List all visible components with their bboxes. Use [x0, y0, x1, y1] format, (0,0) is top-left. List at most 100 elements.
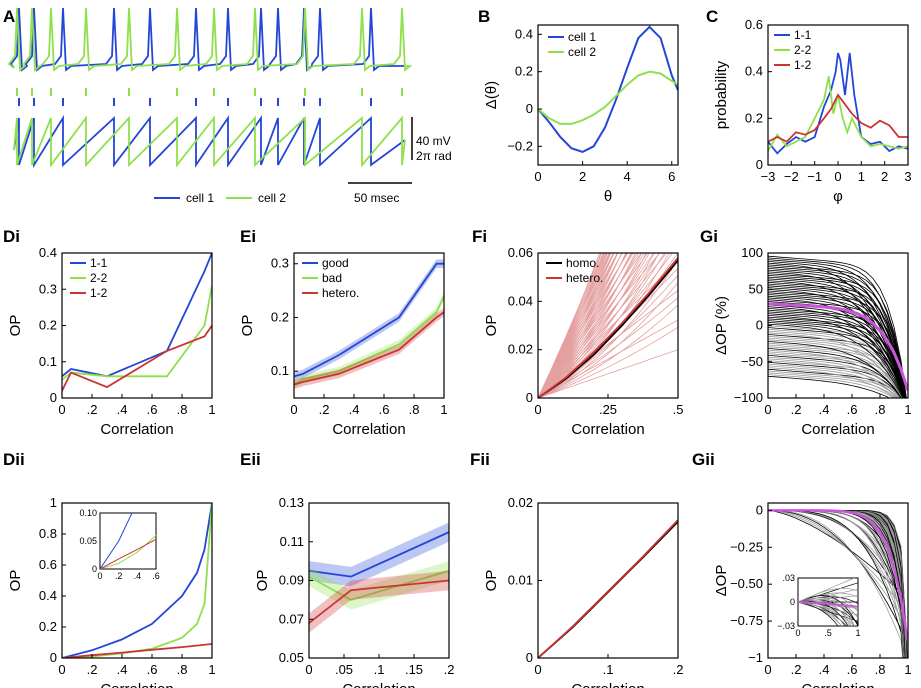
panel-Fi: 0 .25 .5 0 0.02 0.04 0.06 Correlation OP homo.het…: [483, 245, 683, 438]
series-line-1-2: [62, 324, 212, 392]
x-tick-label: −2: [784, 169, 799, 184]
delta-op-curve: [768, 510, 906, 658]
hetero-sample-curve: [538, 253, 623, 398]
y-axis-label: OP: [239, 315, 256, 337]
x-tick-label: 1: [904, 402, 911, 417]
hetero-sample-curve: [538, 253, 615, 398]
y-axis-label: OP: [7, 315, 24, 337]
y-tick-label: 0.4: [745, 64, 763, 79]
hetero-sample-curve: [538, 282, 678, 398]
legend-label-cell 1: cell 1: [568, 30, 596, 44]
hetero-sample-curve: [538, 253, 640, 398]
inset-curve: [798, 601, 839, 626]
delta-op-curve: [768, 510, 905, 658]
scale-label-phase: 2π rad: [416, 149, 452, 163]
hetero-sample-curve: [538, 253, 610, 398]
panel-Di: 0.2.4.6.8 100.10.20.30.4CorrelationOP1-12…: [7, 245, 216, 438]
y-tick-label: 0: [526, 390, 533, 405]
inset-x-tick-label: .4: [134, 571, 142, 581]
delta-op-curve: [768, 257, 907, 398]
inset-curve: [798, 599, 852, 626]
delta-op-curve: [768, 268, 907, 398]
y-axis-label: OP: [7, 570, 24, 592]
inset-curve: [798, 601, 842, 626]
x-tick-label: 1: [208, 402, 215, 417]
series-line-1-2: [62, 643, 212, 658]
x-tick-label: −3: [761, 169, 776, 184]
y-tick-label: 0.4: [515, 26, 533, 41]
y-tick-label: 0.6: [39, 557, 57, 572]
panel-label-Gi: Gi: [700, 227, 718, 246]
y-tick-label: 0: [756, 502, 763, 517]
x-tick-label: 0: [534, 402, 541, 417]
legend-label-1-2: 1-2: [794, 58, 812, 72]
y-tick-label: 0: [526, 650, 533, 665]
legend-label-1-1: 1-1: [90, 256, 108, 270]
delta-op-curve: [768, 334, 905, 398]
x-tick-label: .4: [819, 662, 830, 677]
hetero-sample-curve: [538, 349, 678, 398]
panel-Fii: 0 .1 .2 0 0.01 0.02 Correlation OP: [483, 495, 683, 688]
voltage-trace-cell 2: [7, 7, 413, 72]
y-tick-label: 0.8: [39, 526, 57, 541]
x-tick-label: −1: [807, 169, 822, 184]
plot-area-Ei: [294, 259, 444, 389]
delta-op-curve: [768, 374, 895, 398]
delta-op-curve: [768, 269, 906, 398]
plot-area-B: [538, 25, 678, 153]
inset-x-tick-label: 0: [97, 571, 102, 581]
plot-area-Gi: [768, 255, 908, 398]
y-tick-label: 0.4: [39, 245, 57, 260]
confidence-band-good: [294, 259, 444, 381]
legend-label-hetero.: hetero.: [566, 271, 603, 285]
x-tick-label: .8: [177, 402, 188, 417]
y-tick-label: 0.1: [271, 363, 289, 378]
x-tick-label: .2: [444, 662, 455, 677]
hetero-sample-curve: [538, 253, 604, 398]
hetero-sample-curve: [538, 253, 618, 398]
inset-x-tick-label: .2: [115, 571, 123, 581]
panel-Eii: 0.05.1.15.20.050.070.090.110.13Correlati…: [254, 495, 454, 688]
delta-op-curve: [768, 323, 904, 398]
inset-x-tick-label: 1: [855, 628, 860, 638]
x-tick-label: 1: [858, 169, 865, 184]
x-tick-label: .1: [374, 662, 385, 677]
series-line-cell 2: [538, 70, 678, 125]
hetero-sample-curve: [538, 253, 633, 398]
y-tick-label: 0.3: [39, 281, 57, 296]
x-tick-label: .8: [409, 402, 420, 417]
panel-C: −3 −2 −1 0 1 2 3 0 0.2 0.4 0.6 φ probability 1-12-21-…: [713, 17, 912, 205]
y-tick-label: 1: [50, 495, 57, 510]
panel-label-B: B: [478, 7, 490, 26]
y-tick-label: −0.2: [507, 138, 533, 153]
panel-Gii: 0 .2 .4 .6 .8 1 −1 −0.75 −0.50 −0.25 0 Correlation Δ…: [713, 502, 912, 688]
x-tick-label: 0: [534, 169, 541, 184]
y-tick-label: −50: [741, 354, 763, 369]
phase-trace-cell 1: [13, 114, 406, 169]
delta-op-curve: [768, 342, 905, 398]
hetero-sample-curve: [538, 253, 629, 398]
hetero-sample-curve: [538, 253, 619, 398]
panel-Dii: 0.2.4.6.8100.20.40.60.81CorrelationOP0.2…: [7, 495, 216, 688]
x-axis-label: Correlation: [801, 681, 874, 688]
y-tick-label: 0: [756, 318, 763, 333]
x-tick-label: 3: [904, 169, 911, 184]
hetero-sample-curve: [538, 253, 611, 398]
x-tick-label: 0: [534, 662, 541, 677]
y-tick-label: 0.2: [515, 64, 533, 79]
series-line-hetero.: [538, 257, 678, 398]
delta-op-curve: [768, 358, 899, 398]
inset-y-tick-label: 0.10: [79, 508, 97, 518]
series-line-bad: [294, 295, 444, 386]
delta-op-curve: [768, 288, 905, 398]
phase-trace-cell 2: [13, 115, 406, 168]
y-tick-label: −0.25: [730, 539, 763, 554]
y-tick-label: 0.13: [279, 495, 304, 510]
delta-op-curve: [768, 353, 903, 398]
inset-curve: [798, 588, 858, 603]
delta-op-curve: [768, 274, 907, 398]
x-tick-label: 6: [668, 169, 675, 184]
y-tick-label: 0: [50, 390, 57, 405]
x-axis-label: φ: [833, 188, 843, 205]
x-tick-label: .2: [791, 662, 802, 677]
